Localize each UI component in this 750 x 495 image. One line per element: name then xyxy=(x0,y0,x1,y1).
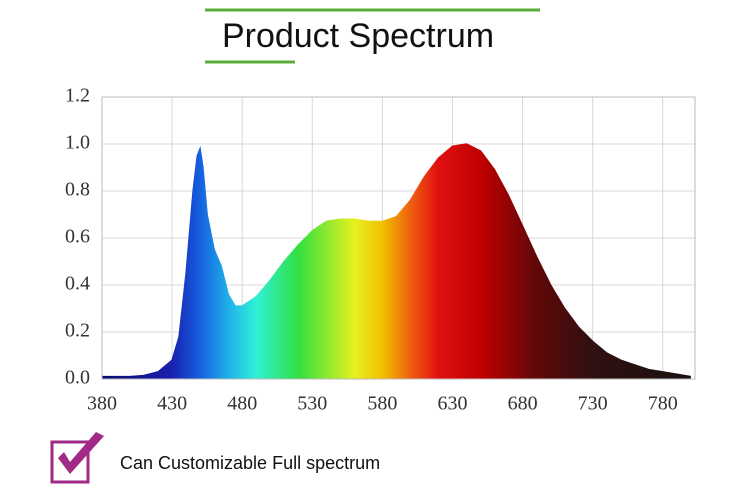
y-tick-label: 0.6 xyxy=(65,226,90,248)
plot-frame xyxy=(101,96,696,380)
area-fill xyxy=(102,144,691,379)
chart-title: Product Spectrum xyxy=(222,17,494,55)
x-tick-label: 780 xyxy=(648,393,678,415)
plot-area: 0.0 0.2 0.4 0.6 0.8 1.0 1.2 380 430 480 530 580 630 6… xyxy=(65,85,695,415)
x-tick-label: 580 xyxy=(367,393,397,415)
x-tick-label: 680 xyxy=(508,393,538,415)
area-outline xyxy=(102,143,691,378)
x-tick-label: 480 xyxy=(227,393,257,415)
y-tick-label: 0.8 xyxy=(65,179,90,201)
y-tick-label: 0.4 xyxy=(65,273,90,295)
y-tick-label: 0.0 xyxy=(65,367,90,389)
x-tick-label: 380 xyxy=(87,393,117,415)
x-tick-label: 430 xyxy=(157,393,187,415)
y-tick-label: 1.0 xyxy=(65,132,90,154)
x-tick-label: 730 xyxy=(578,393,608,415)
x-tick-label: 630 xyxy=(437,393,467,415)
caption: Can Customizable Full spectrum xyxy=(120,453,380,473)
y-tick-label: 0.2 xyxy=(65,320,90,342)
x-tick-label: 530 xyxy=(297,393,327,415)
check-mark-icon xyxy=(58,432,104,474)
y-tick-label: 1.2 xyxy=(65,85,90,107)
